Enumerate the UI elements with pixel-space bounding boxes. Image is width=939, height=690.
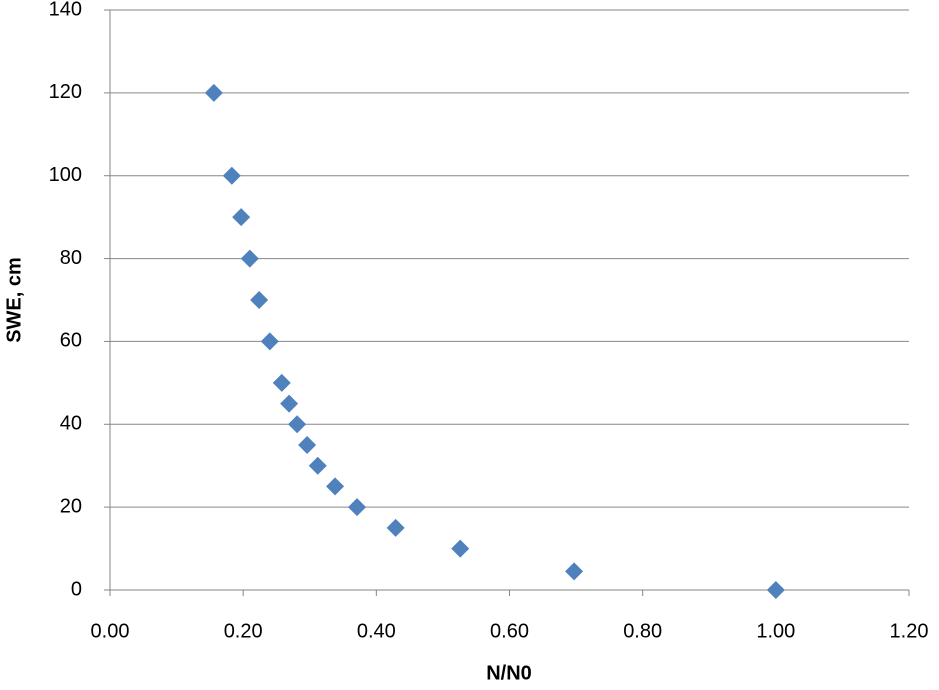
point <box>250 291 269 309</box>
point <box>565 562 584 581</box>
point <box>272 373 291 392</box>
x-tick-label: 0.00 <box>91 620 130 642</box>
x-tick-label: 0.40 <box>357 620 396 642</box>
x-tick-label: 0.60 <box>490 620 529 642</box>
point <box>308 456 327 475</box>
point <box>288 415 307 434</box>
y-tick-label: 100 <box>49 164 82 186</box>
x-tick-label: 0.80 <box>623 620 662 642</box>
y-tick-label: 20 <box>60 495 82 517</box>
point <box>260 332 279 351</box>
y-tick-label: 40 <box>60 413 82 435</box>
x-tick-label: 0.20 <box>224 620 263 642</box>
point <box>386 518 405 537</box>
point <box>298 436 317 454</box>
y-tick-label: 120 <box>49 81 82 103</box>
point <box>240 249 259 268</box>
y-axis-title: SWE, cm <box>3 257 25 343</box>
point <box>232 208 251 227</box>
x-tick-label: 1.00 <box>756 620 795 642</box>
point <box>451 539 470 558</box>
point <box>280 394 299 413</box>
y-tick-label: 140 <box>49 0 82 20</box>
x-tick-label: 1.20 <box>890 620 929 642</box>
point <box>326 477 345 496</box>
point <box>222 166 241 185</box>
y-tick-label: 60 <box>60 330 82 352</box>
point <box>766 581 785 599</box>
point <box>204 83 223 102</box>
x-axis-title: N/N0 <box>486 662 532 684</box>
y-tick-label: 80 <box>60 247 82 269</box>
point <box>348 498 367 517</box>
y-tick-label: 0 <box>71 578 82 600</box>
